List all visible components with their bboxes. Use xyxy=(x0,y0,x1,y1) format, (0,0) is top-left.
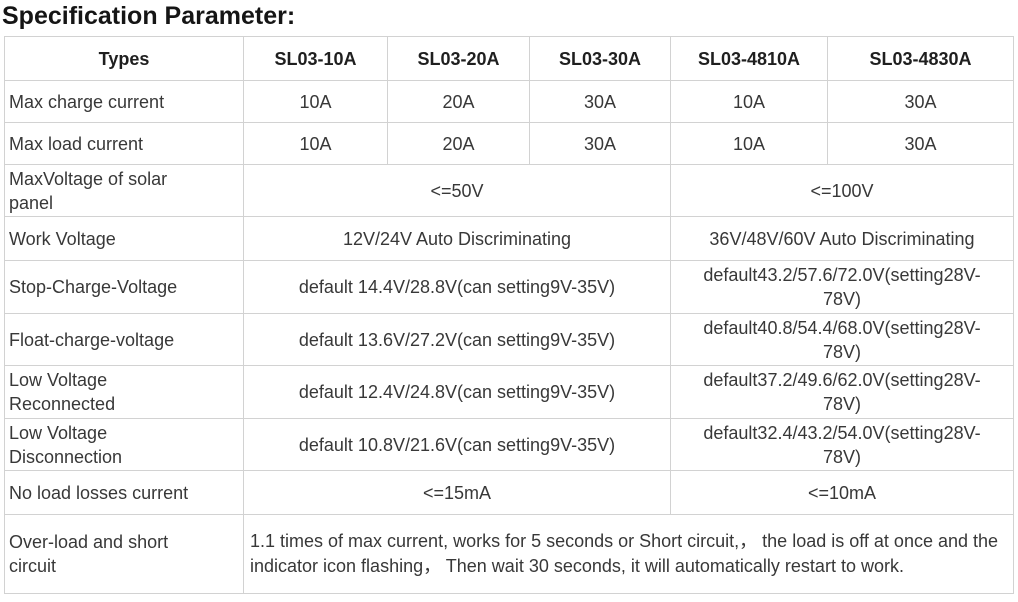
spec-value-group-left: <=50V xyxy=(243,164,671,217)
row-label: Float-charge-voltage xyxy=(4,313,244,366)
spec-value: 10A xyxy=(670,122,828,165)
row-overload-short-circuit: Over-load and short circuit 1.1 times of… xyxy=(4,514,1014,594)
row-label: Work Voltage xyxy=(4,216,244,261)
spec-value: 10A xyxy=(243,80,388,123)
column-header-sl03-30a: SL03-30A xyxy=(529,36,671,81)
spec-value-group-left: default 13.6V/27.2V(can setting9V-35V) xyxy=(243,313,671,366)
spec-value-group-right: default32.4/43.2/54.0V(setting28V-78V) xyxy=(670,418,1014,471)
spec-value: 30A xyxy=(827,122,1014,165)
spec-value: 30A xyxy=(827,80,1014,123)
spec-value-group-left: default 14.4V/28.8V(can setting9V-35V) xyxy=(243,260,671,314)
specification-table: Types SL03-10A SL03-20A SL03-30A SL03-48… xyxy=(4,36,1014,594)
spec-value-group-right: <=10mA xyxy=(670,470,1014,515)
spec-value: 10A xyxy=(670,80,828,123)
row-label: Max load current xyxy=(4,122,244,165)
table-header-row: Types SL03-10A SL03-20A SL03-30A SL03-48… xyxy=(4,36,1014,81)
row-low-voltage-reconnected: Low Voltage Reconnected default 12.4V/24… xyxy=(4,365,1014,419)
column-header-sl03-4810a: SL03-4810A xyxy=(670,36,828,81)
spec-value-group-right: default40.8/54.4/68.0V(setting28V-78V) xyxy=(670,313,1014,366)
column-header-types: Types xyxy=(4,36,244,81)
row-work-voltage: Work Voltage 12V/24V Auto Discriminating… xyxy=(4,216,1014,261)
spec-value: 30A xyxy=(529,80,671,123)
row-label: MaxVoltage of solar panel xyxy=(4,164,244,217)
column-header-sl03-4830a: SL03-4830A xyxy=(827,36,1014,81)
row-label: Over-load and short circuit xyxy=(4,514,244,594)
page-title: Specification Parameter: xyxy=(2,2,296,30)
spec-value-note: 1.1 times of max current, works for 5 se… xyxy=(243,514,1014,594)
row-max-charge-current: Max charge current 10A 20A 30A 10A 30A xyxy=(4,80,1014,123)
row-no-load-losses-current: No load losses current <=15mA <=10mA xyxy=(4,470,1014,515)
row-low-voltage-disconnection: Low Voltage Disconnection default 10.8V/… xyxy=(4,418,1014,471)
column-header-sl03-20a: SL03-20A xyxy=(387,36,530,81)
row-label: Stop-Charge-Voltage xyxy=(4,260,244,314)
spec-value: 20A xyxy=(387,80,530,123)
row-max-load-current: Max load current 10A 20A 30A 10A 30A xyxy=(4,122,1014,165)
spec-value-group-left: default 10.8V/21.6V(can setting9V-35V) xyxy=(243,418,671,471)
row-label: Max charge current xyxy=(4,80,244,123)
row-label: Low Voltage Reconnected xyxy=(4,365,244,419)
spec-value: 30A xyxy=(529,122,671,165)
spec-value-group-right: <=100V xyxy=(670,164,1014,217)
row-label: Low Voltage Disconnection xyxy=(4,418,244,471)
spec-value-group-right: default37.2/49.6/62.0V(setting28V-78V) xyxy=(670,365,1014,419)
spec-value: 10A xyxy=(243,122,388,165)
column-header-sl03-10a: SL03-10A xyxy=(243,36,388,81)
row-label: No load losses current xyxy=(4,470,244,515)
spec-value-group-right: default43.2/57.6/72.0V(setting28V-78V) xyxy=(670,260,1014,314)
row-float-charge-voltage: Float-charge-voltage default 13.6V/27.2V… xyxy=(4,313,1014,366)
row-stop-charge-voltage: Stop-Charge-Voltage default 14.4V/28.8V(… xyxy=(4,260,1014,314)
spec-value: 20A xyxy=(387,122,530,165)
spec-value-group-left: 12V/24V Auto Discriminating xyxy=(243,216,671,261)
row-max-voltage-solar-panel: MaxVoltage of solar panel <=50V <=100V xyxy=(4,164,1014,217)
spec-value-group-left: default 12.4V/24.8V(can setting9V-35V) xyxy=(243,365,671,419)
spec-value-group-right: 36V/48V/60V Auto Discriminating xyxy=(670,216,1014,261)
spec-value-group-left: <=15mA xyxy=(243,470,671,515)
